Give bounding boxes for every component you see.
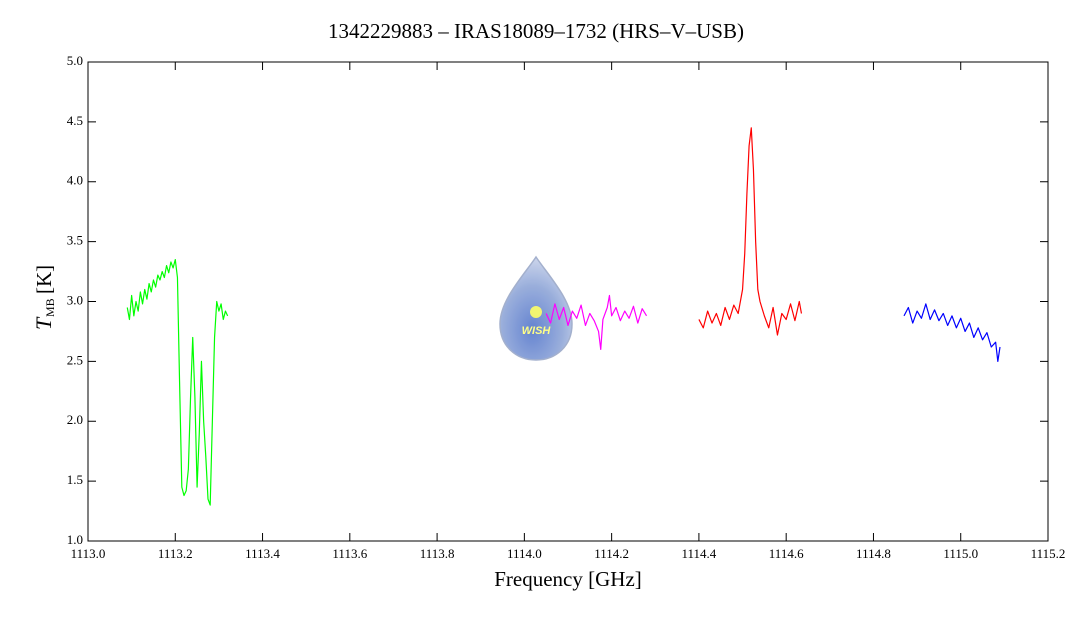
spectrum-line [698, 127, 803, 336]
spectrum-line [126, 258, 229, 506]
logo-text: WISH [522, 325, 552, 337]
y-axis-label: T MB [K] [31, 265, 57, 330]
y-tick-label: 4.5 [67, 113, 83, 128]
x-tick-label: 1114.6 [769, 546, 804, 561]
spectrum-line [545, 294, 648, 350]
y-tick-label: 2.0 [67, 412, 83, 427]
y-label-main: T [31, 316, 56, 330]
y-tick-label: 2.5 [67, 352, 83, 367]
x-axis-label: Frequency [GHz] [494, 567, 642, 591]
x-tick-label: 1113.0 [71, 546, 106, 561]
y-tick-label: 3.0 [67, 292, 83, 307]
logo-star [530, 306, 542, 318]
wish-logo: WISH [499, 255, 573, 361]
x-tick-label: 1114.0 [507, 546, 542, 561]
x-tick-label: 1113.2 [158, 546, 193, 561]
y-tick-label: 1.0 [67, 532, 83, 547]
y-tick-label: 3.5 [67, 233, 83, 248]
x-tick-label: 1113.6 [332, 546, 367, 561]
x-tick-label: 1113.4 [245, 546, 280, 561]
y-label-sub: MB [43, 298, 57, 317]
spectrum-line [903, 303, 1001, 362]
x-tick-label: 1114.4 [682, 546, 717, 561]
y-tick-label: 4.0 [67, 173, 83, 188]
x-tick-label: 1113.8 [420, 546, 455, 561]
chart-title: 1342229883 – IRAS18089–1732 (HRS–V–USB) [328, 19, 744, 43]
x-tick-label: 1114.2 [594, 546, 629, 561]
y-tick-label: 5.0 [67, 53, 83, 68]
x-tick-label: 1115.2 [1031, 546, 1066, 561]
x-tick-label: 1115.0 [943, 546, 978, 561]
x-tick-label: 1114.8 [856, 546, 891, 561]
y-label-unit: [K] [32, 265, 56, 294]
y-tick-label: 1.5 [67, 472, 83, 487]
plot-frame [87, 61, 1049, 542]
